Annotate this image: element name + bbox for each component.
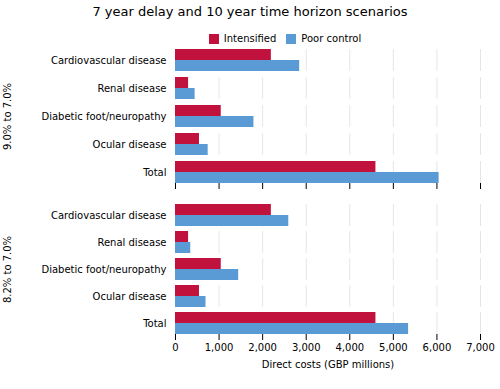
svg-text:Total: Total	[142, 167, 166, 178]
svg-text:Cardiovascular disease: Cardiovascular disease	[51, 55, 167, 66]
svg-text:Ocular disease: Ocular disease	[93, 291, 167, 302]
svg-text:Direct costs (GBP millions): Direct costs (GBP millions)	[262, 359, 394, 370]
svg-text:4,000: 4,000	[335, 342, 364, 353]
svg-text:Renal disease: Renal disease	[97, 237, 166, 248]
html-text:7 year delay and 10 year time: 7 year delay and 10 year time horizon sc…	[92, 4, 408, 19]
html-text:Intensified: Intensified	[223, 33, 277, 44]
svg-text:2,000: 2,000	[248, 342, 277, 353]
svg-text:Renal disease: Renal disease	[97, 83, 166, 94]
svg-text:5,000: 5,000	[379, 342, 408, 353]
svg-text:Ocular disease: Ocular disease	[93, 139, 167, 150]
svg-text:1,000: 1,000	[205, 342, 234, 353]
svg-text:6,000: 6,000	[423, 342, 452, 353]
svg-text:Diabetic foot/neuropathy: Diabetic foot/neuropathy	[41, 264, 166, 275]
svg-text:0: 0	[172, 342, 178, 353]
svg-text:Total: Total	[142, 318, 166, 329]
svg-text:8.2% to 7.0%: 8.2% to 7.0%	[2, 236, 13, 303]
svg-text:7,000: 7,000	[466, 342, 495, 353]
svg-text:Diabetic foot/neuropathy: Diabetic foot/neuropathy	[41, 111, 166, 122]
html-text:Poor control: Poor control	[301, 33, 362, 44]
svg-text:9.0% to 7.0%: 9.0% to 7.0%	[2, 83, 13, 150]
svg-text:Cardiovascular disease: Cardiovascular disease	[51, 210, 167, 221]
svg-text:3,000: 3,000	[292, 342, 321, 353]
